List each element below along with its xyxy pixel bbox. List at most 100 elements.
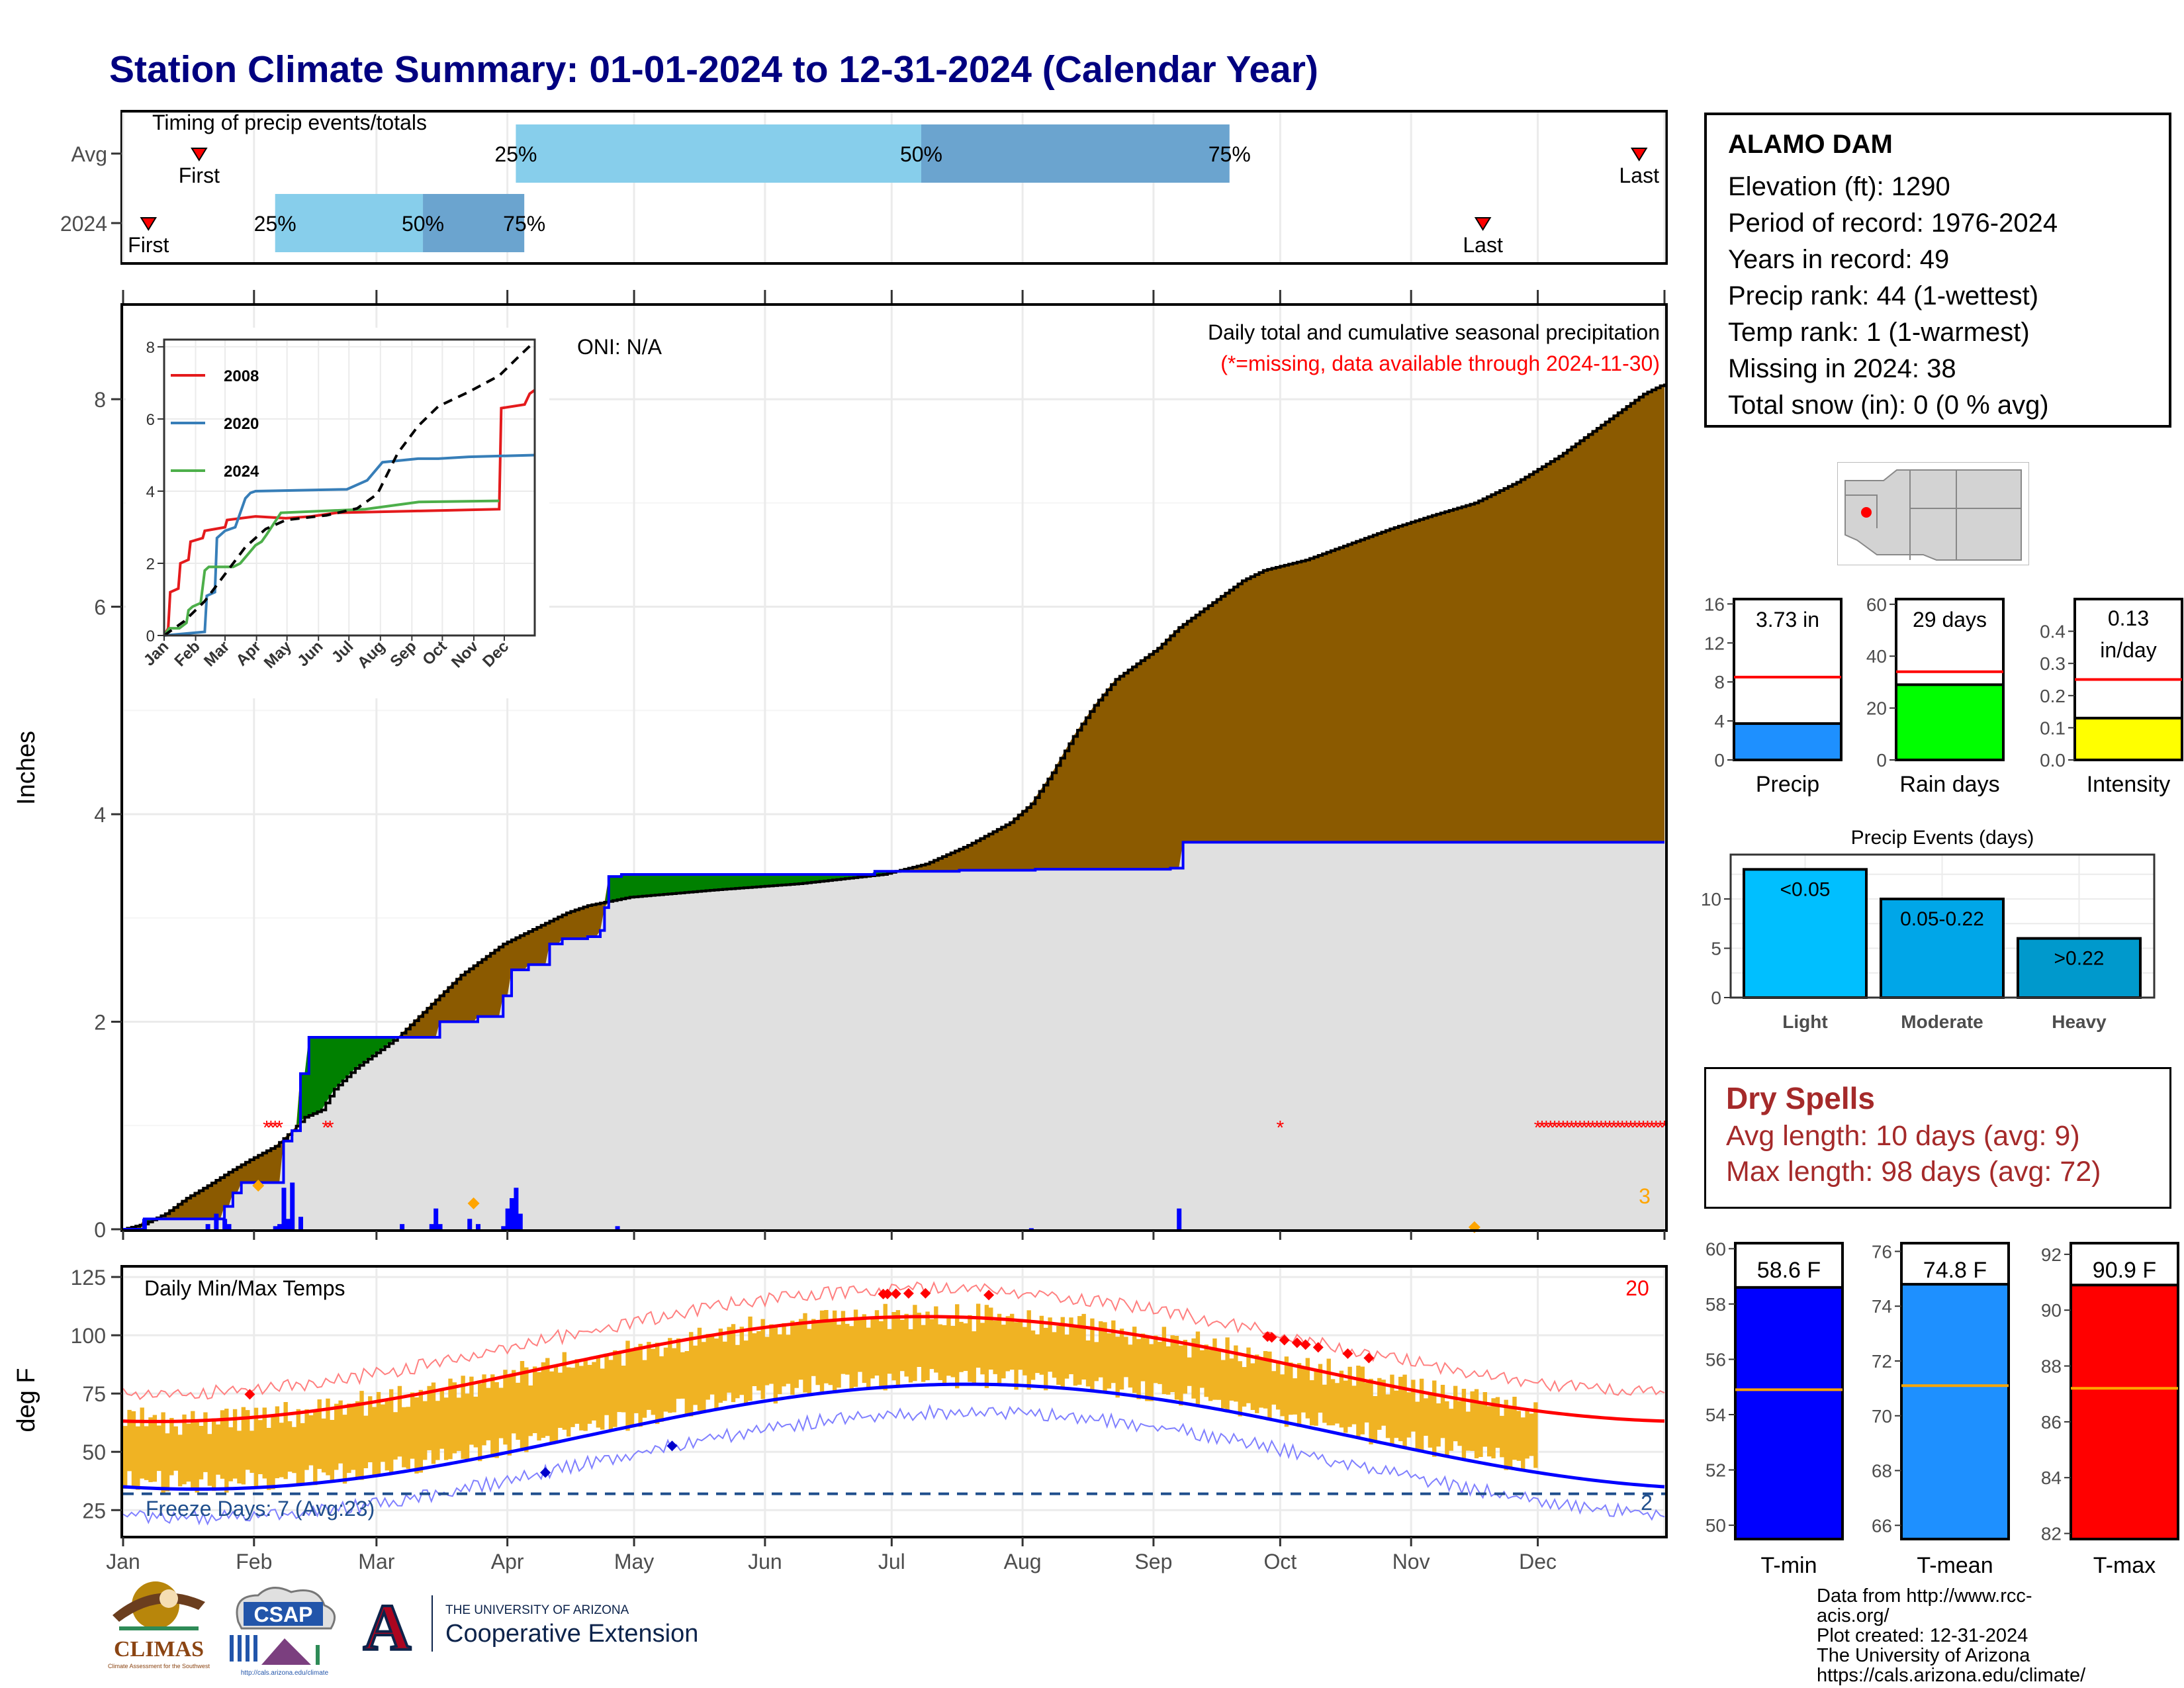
chart-subtitle: Daily total and cumulative seasonal prec… (1208, 320, 1660, 344)
summary-y-tick-label: 0.2 (2040, 686, 2066, 706)
ua-logo-big: Cooperative Extension (445, 1620, 698, 1648)
record-high-marker (1266, 1332, 1277, 1343)
temp-summary-bar-t-max (2070, 1284, 2179, 1540)
missing-marker: * (1568, 1117, 1576, 1139)
events-y-tick-label: 5 (1711, 939, 1721, 959)
csap-logo: CSAP http://cals.arizona.edu/climate (230, 1587, 336, 1677)
summary-value-label: 3.73 in (1756, 608, 1819, 632)
temp-y-tick-label: 100 (71, 1324, 106, 1348)
temp-summary-y-tick-label: 66 (1872, 1515, 1892, 1536)
inset-y-tick-label: 2 (146, 555, 155, 573)
y-tick-label: 8 (94, 388, 106, 412)
summary-y-tick-label: 0 (1876, 750, 1887, 771)
record-high-marker (920, 1288, 931, 1299)
daily-precip-bar (222, 1219, 228, 1229)
temp-summary-y-tick-label: 76 (1872, 1241, 1892, 1262)
temp-summary-y-tick-label: 68 (1872, 1461, 1892, 1481)
timing-bar-50-75 (423, 194, 525, 252)
temp-chart-title: Daily Min/Max Temps (144, 1276, 345, 1300)
ua-logo-letter: A (363, 1591, 411, 1662)
temp-y-axis-label: deg F (13, 1368, 40, 1432)
temp-summary-y-tick-label: 56 (1706, 1349, 1726, 1370)
record-high-marker (890, 1288, 901, 1299)
missing-marker: * (1542, 1117, 1550, 1139)
daily-precip-bar (514, 1188, 519, 1229)
missing-marker: * (1584, 1117, 1592, 1139)
temp-summary-name-label: T-min (1761, 1553, 1817, 1578)
footer-data-source: Data from http://www.rcc-acis.org/ (1817, 1585, 2032, 1626)
missing-marker: * (263, 1117, 271, 1139)
climas-logo-text: CLIMAS (114, 1637, 204, 1662)
summary-value-label: 29 days (1913, 608, 1987, 632)
record-high-marker (1342, 1348, 1353, 1359)
daily-precip-bar (510, 1197, 515, 1229)
inset-y-tick-label: 0 (146, 628, 155, 645)
record-high-marker (983, 1289, 995, 1301)
timing-pct-label: 75% (1208, 142, 1251, 166)
daily-precip-bar (437, 1224, 443, 1229)
month-label-feb: Feb (236, 1550, 272, 1573)
missing-line: Missing in 2024: 38 (1728, 354, 1956, 383)
missing-marker: * (1597, 1117, 1605, 1139)
missing-marker: * (322, 1117, 330, 1139)
timing-pct-label: 25% (254, 212, 296, 236)
deficit-area (123, 383, 1664, 1229)
missing-marker: * (1614, 1117, 1622, 1139)
csap-logo-url: http://cals.arizona.edu/climate (241, 1669, 329, 1677)
timing-marker (1474, 217, 1492, 231)
month-label-nov: Nov (1392, 1550, 1430, 1573)
missing-marker: * (1606, 1117, 1614, 1139)
events-title: Precip Events (days) (1851, 827, 2034, 849)
summary-bar-precip (1733, 722, 1843, 762)
timing-bar-25-50 (516, 124, 921, 183)
record-high-marker (1300, 1339, 1311, 1350)
month-label-dec: Dec (1519, 1550, 1557, 1573)
summary-y-tick-label: 16 (1704, 594, 1725, 614)
cumulative-2024-line (123, 841, 1664, 1231)
elevation-line: Elevation (ft): 1290 (1728, 172, 1950, 201)
events-y-tick-label: 10 (1701, 889, 1721, 910)
inset-legend-label-2024: 2024 (224, 463, 259, 481)
inset-y-tick-label: 4 (146, 483, 155, 501)
temp-summary-y-tick-label: 70 (1872, 1406, 1892, 1427)
inset-legend-label-2020: 2020 (224, 415, 259, 433)
events-bar-label: <0.05 (1780, 878, 1831, 900)
daily-precip-bar (467, 1219, 473, 1229)
ua-logo-small: THE UNIVERSITY OF ARIZONA (445, 1603, 629, 1617)
y-axis-label: Inches (13, 731, 40, 805)
dry-spells-max: Max length: 98 days (avg: 72) (1726, 1156, 2101, 1188)
snow-line: Total snow (in): 0 (0 % avg) (1728, 391, 2049, 420)
daily-precip-bar (214, 1213, 219, 1229)
timing-marker (1630, 148, 1648, 162)
timing-pct-label: 75% (503, 212, 545, 236)
freeze-days-label: Freeze Days: 7 (Avg:23) (146, 1497, 375, 1521)
years-line: Years in record: 49 (1728, 245, 1950, 274)
record-low-envelope (122, 1403, 1665, 1526)
summary-y-tick-label: 4 (1714, 711, 1725, 731)
record-high-marker (882, 1288, 893, 1299)
missing-marker: * (1602, 1117, 1610, 1139)
events-bar-light (1743, 868, 1868, 999)
record-high-marker (1363, 1352, 1375, 1364)
temp-summary-value-label: 58.6 F (1757, 1258, 1821, 1283)
timing-bar-25-50 (275, 194, 424, 252)
record-low-marker (666, 1440, 678, 1452)
missing-marker: * (1559, 1117, 1567, 1139)
summary-y-tick-label: 0.0 (2040, 750, 2066, 771)
temp-summary-y-tick-label: 90 (2041, 1300, 2062, 1321)
precip-events-chart: Precip Events (days) <0.05 Light 0.05-0.22 M… (1701, 827, 2156, 1032)
summary-y-tick-label: 0.4 (2040, 622, 2066, 642)
temp-y-tick-label: 125 (71, 1266, 106, 1289)
daily-temp-range-bars (123, 1303, 1538, 1493)
station-name: ALAMO DAM (1728, 130, 1893, 159)
events-bar-heavy (2017, 937, 2142, 1000)
missing-marker: * (1644, 1117, 1652, 1139)
precip-summary-bars: 0 4 8 12 16 3.73 in Precip 0 20 40 60 29 days Rain d… (1704, 594, 2183, 797)
events-frame (1729, 853, 2156, 999)
corner-count: 3 (1639, 1184, 1651, 1208)
summary-bar-intensity (2073, 716, 2183, 762)
missing-marker: * (1277, 1117, 1285, 1139)
daily-precip-bar (433, 1208, 439, 1229)
timing-pct-label: 25% (494, 142, 537, 166)
